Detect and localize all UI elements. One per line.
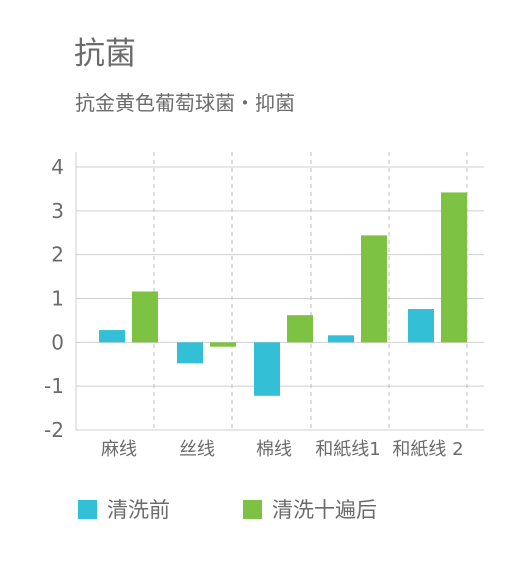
x-tick-label: 麻线	[101, 439, 137, 460]
y-tick-label: 4	[51, 155, 64, 179]
bars	[99, 192, 467, 396]
y-tick-label: -2	[44, 418, 64, 442]
legend-label-before: 清洗前	[107, 498, 170, 522]
bar-before	[177, 342, 203, 364]
bar-chart: 4 3 2 1 0 -1 -2 麻线 丝线 棉线 和紙线1 和紙线 2	[44, 152, 484, 460]
x-tick-label: 丝线	[179, 439, 215, 460]
legend-swatch-after	[243, 499, 262, 519]
chart-title: 抗菌	[74, 36, 136, 72]
legend-swatch-before	[78, 499, 97, 519]
y-tick-label: -1	[44, 374, 64, 398]
bar-after	[441, 192, 467, 343]
x-tick-label: 和紙线 2	[392, 439, 463, 460]
x-tick-label: 和紙线1	[315, 439, 380, 460]
bar-before	[254, 342, 280, 396]
y-tick-label: 1	[51, 287, 64, 311]
bar-after	[132, 291, 158, 343]
bar-after	[210, 342, 236, 347]
x-tick-label: 棉线	[256, 439, 292, 460]
bar-before	[99, 330, 125, 343]
y-tick-label: 2	[51, 243, 64, 267]
bar-after	[361, 235, 387, 343]
y-tick-label: 3	[51, 199, 64, 223]
legend: 清洗前 清洗十遍后	[0, 492, 522, 526]
legend-item-before: 清洗前	[78, 492, 170, 526]
x-axis-ticks: 麻线 丝线 棉线 和紙线1 和紙线 2	[101, 439, 464, 460]
y-tick-label: 0	[51, 330, 64, 354]
bar-before	[328, 335, 354, 343]
bar-before	[408, 309, 434, 343]
bar-after	[287, 315, 313, 343]
legend-item-after: 清洗十遍后	[243, 492, 377, 526]
y-axis-ticks: 4 3 2 1 0 -1 -2	[44, 155, 64, 442]
chart-subtitle: 抗金黄色葡萄球菌・抑菌	[75, 91, 295, 115]
legend-label-after: 清洗十遍后	[272, 498, 377, 522]
